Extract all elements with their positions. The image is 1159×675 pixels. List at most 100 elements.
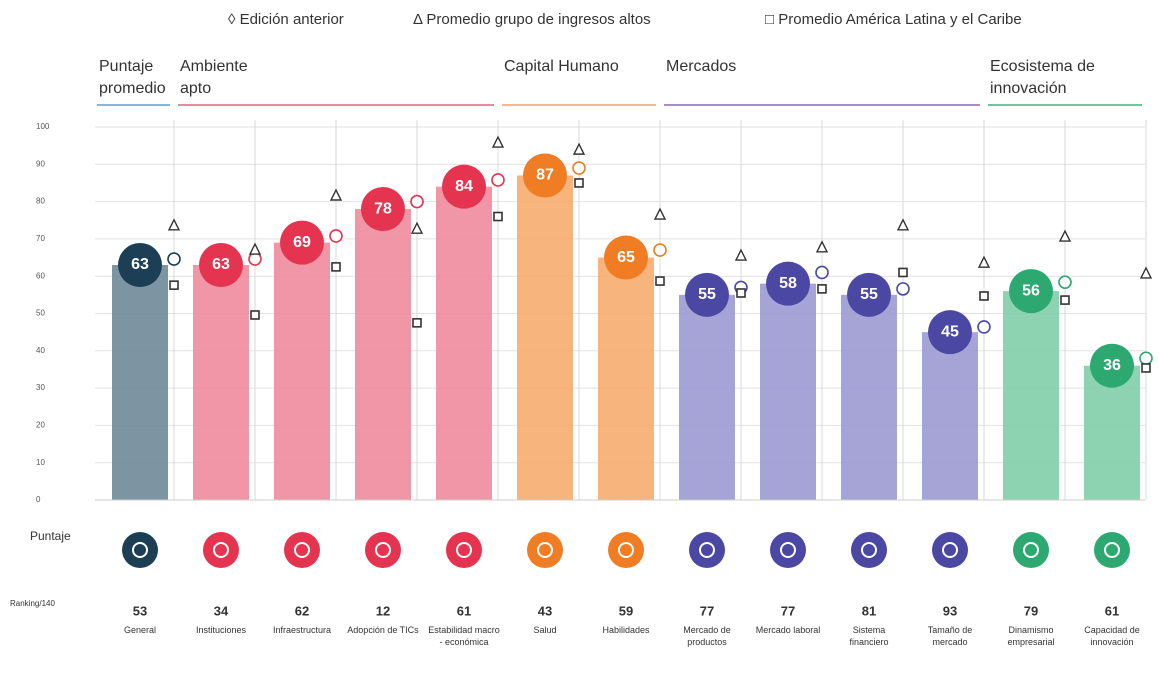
bar bbox=[193, 265, 249, 500]
previous-marker bbox=[977, 320, 991, 334]
bar bbox=[355, 209, 411, 500]
y-tick-label: 30 bbox=[36, 383, 45, 392]
legend-entry: Δ Promedio grupo de ingresos altos bbox=[413, 11, 651, 28]
y-tick-label: 10 bbox=[36, 458, 45, 467]
previous-marker bbox=[653, 243, 667, 257]
bar bbox=[274, 242, 330, 500]
category-label: Mercado laboral bbox=[755, 625, 821, 635]
value-bubble bbox=[1009, 269, 1053, 314]
y-tick-label: 20 bbox=[36, 421, 45, 430]
category-icon bbox=[851, 532, 887, 568]
y-tick-label: 90 bbox=[36, 159, 45, 168]
ranking: 59 bbox=[619, 603, 633, 618]
ranking: 79 bbox=[1024, 603, 1038, 618]
category-icon bbox=[770, 532, 806, 568]
latam-marker bbox=[817, 284, 827, 294]
latam-marker bbox=[1060, 295, 1070, 305]
previous-marker bbox=[491, 173, 505, 187]
category-icon bbox=[122, 532, 158, 568]
bar bbox=[598, 257, 654, 500]
ranking: 61 bbox=[1105, 603, 1119, 618]
category-label: General bbox=[123, 625, 157, 635]
high-income-marker bbox=[248, 242, 262, 255]
value-bubble bbox=[118, 243, 162, 288]
latam-marker bbox=[169, 280, 179, 290]
value-label: 63 bbox=[131, 256, 149, 273]
value-bubble bbox=[1090, 343, 1134, 388]
high-income-marker bbox=[572, 142, 586, 155]
high-income-marker bbox=[167, 218, 181, 231]
value-bubble bbox=[280, 220, 324, 265]
category-icon bbox=[446, 532, 482, 568]
category-label: Adopción de TICs bbox=[347, 625, 419, 635]
icon-glyph bbox=[375, 542, 391, 558]
icon-glyph bbox=[456, 542, 472, 558]
category-label: Sistema financiero bbox=[849, 625, 889, 647]
bar bbox=[679, 294, 735, 500]
bar bbox=[1003, 291, 1059, 500]
value-bubble bbox=[685, 272, 729, 317]
value-bubble bbox=[766, 261, 810, 306]
previous-marker bbox=[329, 229, 343, 243]
bar bbox=[922, 332, 978, 500]
ranking: 53 bbox=[133, 603, 147, 618]
latam-marker bbox=[736, 288, 746, 298]
icon-glyph bbox=[213, 542, 229, 558]
latam-marker bbox=[979, 291, 989, 301]
latam-marker bbox=[655, 276, 665, 286]
bar bbox=[760, 283, 816, 500]
ranking-row-label: Ranking/140 bbox=[10, 599, 55, 608]
category-label: Infraestructura bbox=[272, 625, 332, 635]
ranking: 81 bbox=[862, 603, 876, 618]
high-income-marker bbox=[1058, 229, 1072, 242]
value-bubble bbox=[199, 243, 243, 288]
icon-glyph bbox=[294, 542, 310, 558]
y-tick-label: 0 bbox=[36, 495, 41, 504]
ranking: 77 bbox=[781, 603, 795, 618]
value-bubble bbox=[604, 235, 648, 280]
ranking: 43 bbox=[538, 603, 552, 618]
y-tick-label: 100 bbox=[36, 122, 50, 131]
icon-glyph bbox=[537, 542, 553, 558]
category-label: Habilidades bbox=[602, 625, 650, 635]
value-label: 58 bbox=[779, 275, 797, 292]
icon-glyph bbox=[861, 542, 877, 558]
ranking: 34 bbox=[214, 603, 229, 618]
bar bbox=[436, 186, 492, 500]
y-tick-label: 40 bbox=[36, 346, 45, 355]
category-label: Capacidad de innovación bbox=[1084, 625, 1140, 647]
value-bubble bbox=[442, 164, 486, 209]
icon-glyph bbox=[699, 542, 715, 558]
score-row-label: Puntaje bbox=[30, 529, 71, 543]
group-label: Capital Humano bbox=[504, 58, 619, 75]
value-bubble bbox=[928, 310, 972, 355]
y-tick-label: 50 bbox=[36, 309, 45, 318]
category-icon bbox=[932, 532, 968, 568]
previous-marker bbox=[167, 252, 181, 266]
category-label: Estabilidad macro - económica bbox=[428, 625, 500, 647]
group-label: Ambiente apto bbox=[180, 58, 248, 97]
category-icon bbox=[365, 532, 401, 568]
category-icon bbox=[284, 532, 320, 568]
value-label: 69 bbox=[293, 234, 311, 251]
y-tick-label: 80 bbox=[36, 197, 45, 206]
previous-marker bbox=[1139, 351, 1153, 366]
high-income-marker bbox=[1139, 266, 1153, 279]
latam-marker bbox=[250, 310, 260, 320]
value-label: 56 bbox=[1022, 282, 1040, 299]
high-income-marker bbox=[329, 188, 343, 201]
high-income-marker bbox=[491, 135, 505, 148]
category-icon bbox=[689, 532, 725, 568]
value-label: 36 bbox=[1103, 357, 1121, 374]
latam-marker bbox=[412, 318, 422, 328]
latam-marker bbox=[898, 267, 908, 278]
value-label: 84 bbox=[455, 178, 473, 195]
value-bubble bbox=[523, 153, 567, 198]
icon-glyph bbox=[1023, 542, 1039, 558]
high-income-marker bbox=[977, 255, 991, 268]
ranking: 12 bbox=[376, 603, 390, 618]
latam-marker bbox=[574, 178, 584, 188]
icon-glyph bbox=[942, 542, 958, 558]
icon-glyph bbox=[618, 542, 634, 558]
